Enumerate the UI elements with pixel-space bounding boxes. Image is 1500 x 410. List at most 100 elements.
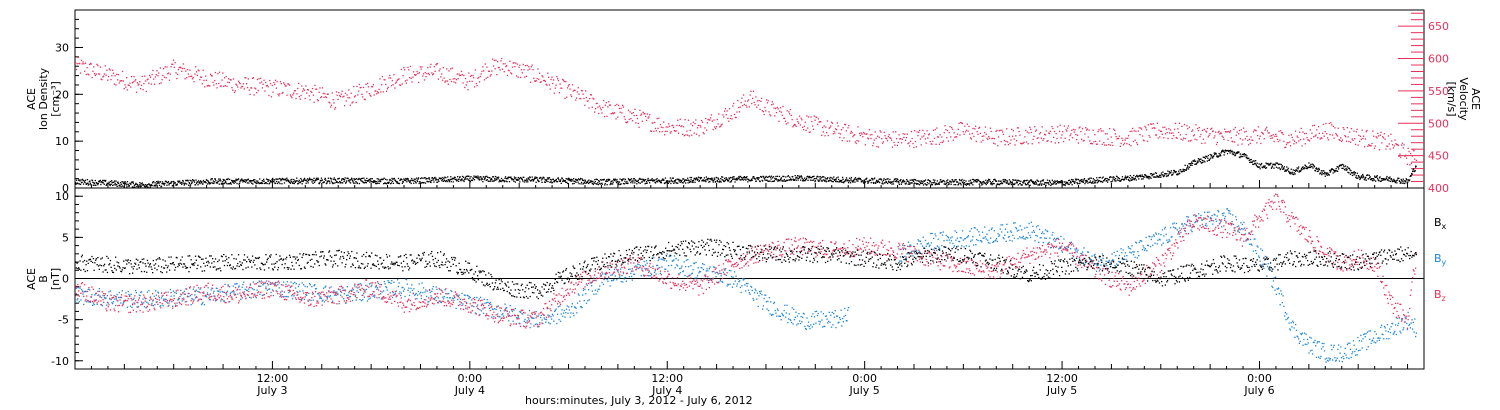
density-point bbox=[375, 182, 377, 185]
density-point bbox=[1001, 182, 1004, 184]
velocity-point bbox=[311, 87, 314, 90]
density-point bbox=[387, 182, 390, 184]
density-point bbox=[812, 176, 814, 178]
velocity-point bbox=[1248, 138, 1251, 140]
density-point bbox=[1344, 169, 1346, 171]
density-point bbox=[1301, 168, 1303, 171]
velocity-point bbox=[735, 117, 737, 119]
velocity-point bbox=[700, 126, 702, 128]
density-point bbox=[519, 181, 521, 183]
density-point bbox=[489, 180, 491, 182]
density-point bbox=[418, 177, 420, 179]
velocity-point bbox=[1186, 125, 1188, 127]
density-point bbox=[144, 186, 146, 188]
density-point bbox=[431, 177, 434, 179]
density-point bbox=[672, 181, 674, 183]
density-point bbox=[500, 177, 503, 180]
density-point bbox=[885, 180, 887, 183]
velocity-point bbox=[1289, 145, 1292, 147]
density-point bbox=[1231, 150, 1233, 152]
velocity-point bbox=[366, 91, 368, 93]
density-point bbox=[1093, 182, 1095, 184]
density-point bbox=[75, 182, 77, 184]
velocity-point bbox=[372, 84, 375, 86]
velocity-point bbox=[986, 137, 988, 139]
field-tick-label: 5 bbox=[62, 231, 69, 244]
density-point bbox=[278, 181, 280, 183]
velocity-point bbox=[1056, 137, 1058, 140]
velocity-point bbox=[789, 108, 792, 111]
density-point bbox=[105, 179, 107, 182]
velocity-point bbox=[564, 97, 566, 99]
velocity-point bbox=[1235, 134, 1237, 136]
density-point bbox=[494, 179, 496, 181]
velocity-point bbox=[1326, 133, 1328, 135]
velocity-point bbox=[594, 108, 597, 110]
density-point bbox=[1136, 175, 1138, 177]
density-point bbox=[442, 176, 444, 179]
velocity-point bbox=[809, 131, 811, 133]
velocity-point bbox=[557, 78, 559, 80]
density-point bbox=[1143, 176, 1145, 178]
velocity-point bbox=[758, 99, 760, 102]
density-point bbox=[202, 183, 204, 185]
density-point bbox=[277, 178, 279, 180]
density-point bbox=[1279, 163, 1281, 165]
density-point bbox=[176, 184, 178, 186]
velocity-point bbox=[1401, 144, 1403, 146]
velocity-point bbox=[635, 122, 637, 124]
density-point bbox=[1026, 179, 1028, 181]
density-point bbox=[219, 180, 221, 182]
density-point bbox=[199, 180, 202, 182]
by-point bbox=[217, 290, 219, 292]
density-point bbox=[555, 178, 557, 181]
density-point bbox=[675, 179, 677, 181]
density-point bbox=[854, 181, 856, 183]
density-point bbox=[79, 183, 82, 186]
density-point bbox=[853, 178, 856, 180]
velocity-point bbox=[1301, 145, 1303, 147]
density-point bbox=[311, 179, 314, 181]
velocity-point bbox=[737, 99, 739, 102]
density-point bbox=[89, 182, 92, 184]
velocity-point bbox=[1073, 131, 1075, 133]
velocity-point bbox=[812, 125, 814, 127]
density-point bbox=[937, 183, 939, 185]
velocity-point bbox=[1074, 129, 1076, 131]
velocity-point bbox=[123, 88, 125, 90]
velocity-point bbox=[1017, 127, 1019, 129]
velocity-point bbox=[583, 97, 585, 100]
density-point bbox=[469, 181, 472, 183]
velocity-point bbox=[201, 83, 203, 85]
density-point bbox=[713, 179, 715, 181]
density-point bbox=[1321, 174, 1323, 176]
density-point bbox=[1019, 182, 1021, 185]
density-point bbox=[1107, 181, 1109, 183]
by-point bbox=[147, 302, 149, 304]
velocity-point bbox=[263, 79, 265, 81]
density-point bbox=[707, 177, 709, 179]
density-point bbox=[892, 181, 894, 183]
density-point bbox=[805, 177, 808, 180]
velocity-point bbox=[1099, 128, 1102, 130]
density-point bbox=[365, 182, 367, 184]
density-point bbox=[397, 182, 399, 184]
density-point bbox=[1360, 176, 1362, 179]
by-point bbox=[261, 294, 263, 296]
velocity-point bbox=[686, 130, 688, 132]
velocity-point bbox=[1320, 137, 1322, 139]
density-point bbox=[250, 181, 252, 183]
velocity-point bbox=[873, 139, 875, 141]
velocity-point bbox=[830, 125, 832, 127]
velocity-point bbox=[1358, 134, 1360, 136]
velocity-point bbox=[1357, 144, 1359, 146]
density-point bbox=[361, 177, 363, 179]
density-point bbox=[1235, 153, 1237, 155]
velocity-point bbox=[1207, 136, 1209, 138]
velocity-point bbox=[375, 90, 377, 92]
density-point bbox=[230, 183, 232, 185]
density-point bbox=[367, 180, 369, 182]
velocity-point bbox=[1396, 143, 1398, 146]
density-point bbox=[1064, 181, 1066, 183]
density-point bbox=[116, 185, 118, 187]
